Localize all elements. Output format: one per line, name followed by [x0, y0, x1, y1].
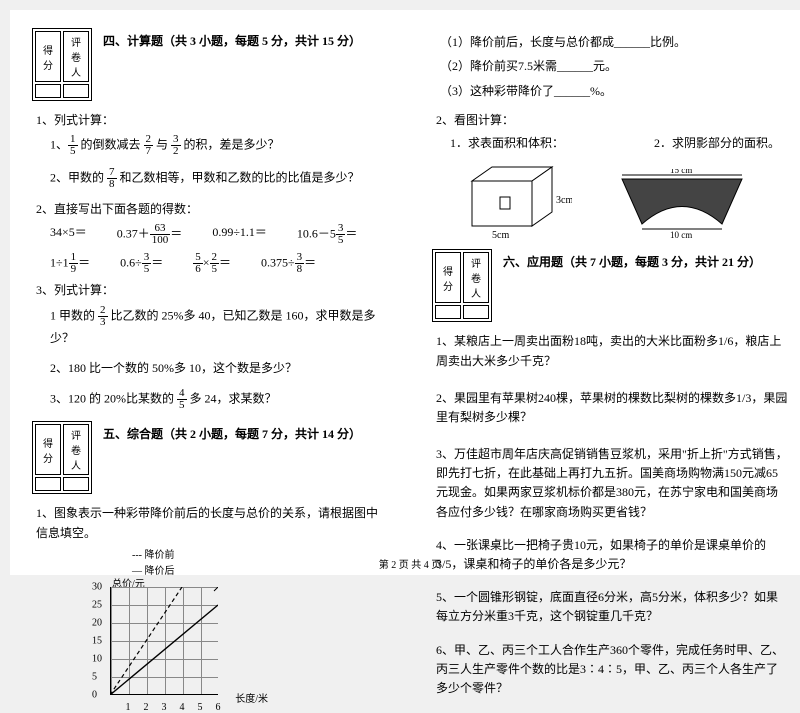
q4-3: 3、列式计算： [36, 281, 388, 300]
q4-1b: 2、甲数的 78 和乙数相等，甲数和乙数的比的比值是多少？ [50, 167, 388, 190]
arch-figure: 15 cm 10 cm [612, 169, 752, 239]
fill-3: （3）这种彩带降价了______%。 [440, 81, 788, 101]
q4-1a: 1、15 的倒数减去 27 与 32 的积，差是多少？ [50, 134, 388, 157]
q6-6: 6、甲、乙、丙三个工人合作生产360个零件，完成任务时甲、乙、丙三人生产零件个数… [436, 641, 788, 699]
q4-3b: 2、180 比一个数的 50%多 10，这个数是多少？ [50, 358, 388, 378]
q6-3: 3、万佳超市周年店庆高促销销售豆浆机，采用"折上折"方式销售，即先打七折，在此基… [436, 445, 788, 522]
q5-1: 1、图象表示一种彩带降价前后的长度与总价的关系，请根据图中信息填空。 [36, 504, 388, 542]
chart-wrap: --- 降价前 — 降价后 总价/元 0 5 10 15 20 25 30 1 … [92, 549, 388, 711]
q6-2: 2、果园里有苹果树240棵，苹果树的棵数比梨树的棵数多1/3，果园里有梨树多少棵… [436, 389, 788, 427]
score-box-6: 得分 评卷人 [432, 249, 492, 322]
figures: 3cm 5cm 15 cm 10 cm [462, 159, 788, 239]
svg-text:15 cm: 15 cm [670, 169, 692, 175]
section-6-title: 六、应用题（共 7 小题，每题 3 分，共计 21 分） [503, 253, 761, 270]
q6-5: 5、一个圆锥形钢锭，底面直径6分米，高5分米，体积多少？如果每立方分米重3千克，… [436, 588, 788, 626]
grader-label: 评卷人 [63, 31, 89, 82]
right-column: （1）降价前后，长度与总价都成______比例。 （2）降价前买7.5米需___… [410, 10, 800, 575]
svg-text:10 cm: 10 cm [670, 230, 692, 239]
q4-1: 1、列式计算： [36, 111, 388, 130]
page-footer: 第 2 页 共 4 页 [10, 556, 800, 571]
svg-text:5cm: 5cm [492, 230, 509, 239]
q6-1: 1、某粮店上一周卖出面粉18吨，卖出的大米比面粉多1/6，粮店上周卖出大米多少千… [436, 332, 788, 370]
score-label: 得分 [35, 31, 61, 82]
q4-2: 2、直接写出下面各题的得数： [36, 200, 388, 219]
x-axis-label: 长度/米 [235, 690, 268, 705]
q4-3a: 1 甲数的 23 比乙数的 25%多 40，已知乙数是 160，求甲数是多少？ [50, 305, 388, 348]
page: 得分 评卷人 四、计算题（共 3 小题，每题 5 分，共计 15 分） 1、列式… [10, 10, 800, 575]
expr-row-2: 1÷119＝ 0.6÷35＝ 56×25＝ 0.375÷38＝ [50, 252, 388, 275]
chart: 总价/元 0 5 10 15 20 25 30 1 2 3 4 5 6 [92, 581, 232, 711]
grader-cell [63, 84, 89, 98]
expr-row-1: 34×5＝ 0.37＋63100＝ 0.99÷1.1＝ 10.6－535＝ [50, 223, 388, 246]
score-box: 得分 评卷人 [32, 28, 92, 101]
left-column: 得分 评卷人 四、计算题（共 3 小题，每题 5 分，共计 15 分） 1、列式… [10, 10, 410, 575]
fill-2: （2）降价前买7.5米需______元。 [440, 56, 788, 76]
q4-3c: 3、120 的 20%比某数的 45 多 24，求某数？ [50, 388, 388, 411]
q-fig-b: 2．求阴影部分的面积。 [654, 134, 780, 151]
q-fig-a: 1．求表面积和体积： [450, 134, 564, 151]
fill-1: （1）降价前后，长度与总价都成______比例。 [440, 32, 788, 52]
section-5-title: 五、综合题（共 2 小题，每题 7 分，共计 14 分） [103, 425, 361, 442]
score-box-5: 得分 评卷人 [32, 421, 92, 494]
section-4-title: 四、计算题（共 3 小题，每题 5 分，共计 15 分） [103, 32, 361, 49]
score-cell [35, 84, 61, 98]
cuboid-figure: 3cm 5cm [462, 159, 572, 239]
svg-text:3cm: 3cm [556, 195, 572, 206]
q-fig: 2、看图计算： [436, 111, 788, 130]
chart-lines [110, 587, 218, 695]
